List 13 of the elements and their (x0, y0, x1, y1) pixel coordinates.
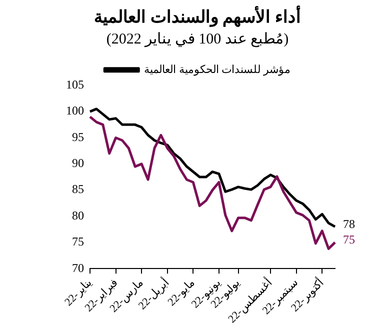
y-tick-label: 80 (72, 208, 84, 222)
y-tick-label: 70 (72, 260, 84, 275)
chart-title: أداء الأسهم والسندات العالمية (94, 4, 301, 28)
y-tick-label: 85 (72, 182, 84, 196)
y-tick-label: 95 (72, 130, 84, 144)
data-label: 75 (343, 232, 355, 247)
y-tick-label: 90 (72, 156, 84, 170)
y-tick-label: 105 (66, 78, 84, 92)
chart-subtitle: (مُطبع عند 100 في يناير 2022) (106, 31, 289, 48)
data-label: 78 (343, 216, 355, 231)
legend-label: مؤشر للسندات الحكومية العالمية (144, 64, 290, 76)
y-tick-label: 100 (66, 104, 84, 118)
y-tick-label: 75 (72, 234, 84, 249)
